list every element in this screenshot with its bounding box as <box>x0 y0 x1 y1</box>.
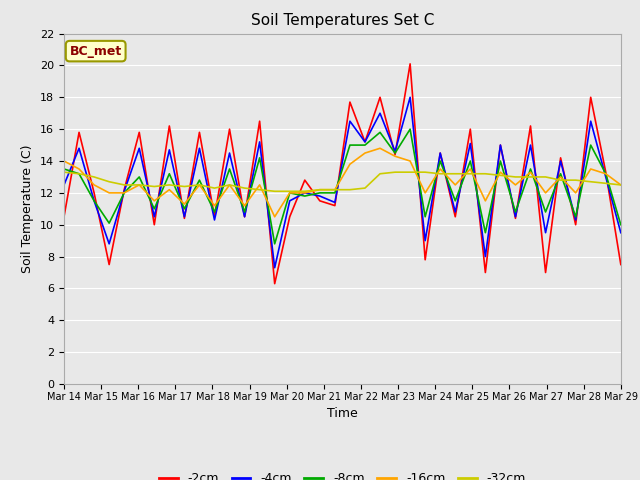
Title: Soil Temperatures Set C: Soil Temperatures Set C <box>251 13 434 28</box>
Legend: -2cm, -4cm, -8cm, -16cm, -32cm: -2cm, -4cm, -8cm, -16cm, -32cm <box>154 468 531 480</box>
X-axis label: Time: Time <box>327 407 358 420</box>
Text: BC_met: BC_met <box>70 45 122 58</box>
Y-axis label: Soil Temperature (C): Soil Temperature (C) <box>22 144 35 273</box>
